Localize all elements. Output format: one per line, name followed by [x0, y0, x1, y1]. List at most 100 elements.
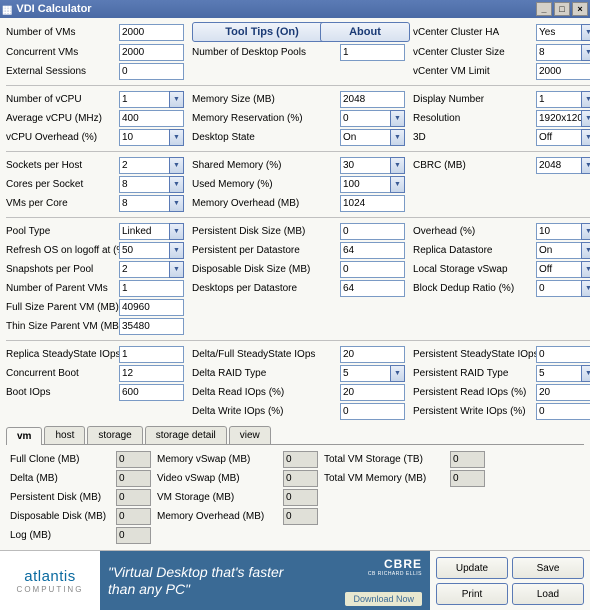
tab-vm[interactable]: vm — [6, 427, 42, 445]
vcpu-oh-label: vCPU Overhead (%) — [6, 132, 111, 143]
close-button[interactable]: × — [572, 2, 588, 16]
thin-parent-label: Thin Size Parent VM (MB) — [6, 321, 111, 332]
conc-boot-input[interactable] — [119, 365, 184, 382]
vcpu-oh-select[interactable] — [119, 129, 184, 146]
cluster-size-select[interactable] — [536, 44, 590, 61]
desktop-state-select[interactable] — [340, 129, 405, 146]
delta-ss-input[interactable] — [340, 346, 405, 363]
save-button[interactable]: Save — [512, 557, 584, 579]
cbrc-select[interactable] — [536, 157, 590, 174]
log-output — [116, 527, 151, 544]
conc-boot-label: Concurrent Boot — [6, 368, 111, 379]
concurrent-vms-label: Concurrent VMs — [6, 47, 111, 58]
r-mem-oh-output — [283, 508, 318, 525]
full-parent-label: Full Size Parent VM (MB) — [6, 302, 111, 313]
boot-iops-label: Boot IOps — [6, 387, 111, 398]
pers-read-input[interactable] — [536, 384, 590, 401]
ad-line1: "Virtual Desktop that's faster — [108, 564, 283, 580]
resolution-select[interactable] — [536, 110, 590, 127]
dedup-select[interactable] — [536, 280, 590, 297]
display-num-select[interactable] — [536, 91, 590, 108]
tab-storage[interactable]: storage — [87, 426, 142, 444]
brand-text: atlantis — [24, 568, 76, 585]
full-clone-label: Full Clone (MB) — [10, 454, 110, 465]
update-button[interactable]: Update — [436, 557, 508, 579]
parent-vms-label: Number of Parent VMs — [6, 283, 111, 294]
atlantis-logo: atlantis COMPUTING — [0, 551, 100, 610]
snapshots-select[interactable] — [119, 261, 184, 278]
pers-disk-input[interactable] — [340, 223, 405, 240]
tooltips-button[interactable]: Tool Tips (On) — [192, 22, 332, 42]
overhead-select[interactable] — [536, 223, 590, 240]
sockets-label: Sockets per Host — [6, 160, 111, 171]
pers-raid-select[interactable] — [536, 365, 590, 382]
ad-banner: "Virtual Desktop that's faster than any … — [100, 551, 430, 610]
delta-label: Delta (MB) — [10, 473, 110, 484]
parent-vms-input[interactable] — [119, 280, 184, 297]
raid-label: Delta RAID Type — [192, 368, 332, 379]
vms-core-select[interactable] — [119, 195, 184, 212]
mem-oh-input[interactable] — [340, 195, 405, 212]
ad-line2: than any PC" — [108, 581, 283, 597]
external-sessions-input[interactable] — [119, 63, 184, 80]
cores-select[interactable] — [119, 176, 184, 193]
replica-ss-label: Replica SteadyState IOps — [6, 349, 111, 360]
mem-size-input[interactable] — [340, 91, 405, 108]
cbrc-label: CBRC (MB) — [413, 160, 528, 171]
pers-write-input[interactable] — [536, 403, 590, 420]
read-iops-label: Delta Read IOps (%) — [192, 387, 332, 398]
desk-ds-input[interactable] — [340, 280, 405, 297]
pers-write-label: Persistent Write IOps (%) — [413, 406, 528, 417]
tab-host[interactable]: host — [44, 426, 85, 444]
download-button[interactable]: Download Now — [345, 592, 422, 606]
boot-iops-input[interactable] — [119, 384, 184, 401]
num-vms-label: Number of VMs — [6, 27, 111, 38]
refresh-select[interactable] — [119, 242, 184, 259]
replica-ds-select[interactable] — [536, 242, 590, 259]
mem-res-select[interactable] — [340, 110, 405, 127]
sockets-select[interactable] — [119, 157, 184, 174]
concurrent-vms-input[interactable] — [119, 44, 184, 61]
thin-parent-input[interactable] — [119, 318, 184, 335]
app-icon: ▦ — [2, 3, 12, 16]
minimize-button[interactable]: _ — [536, 2, 552, 16]
raid-select[interactable] — [340, 365, 405, 382]
avg-vcpu-label: Average vCPU (MHz) — [6, 113, 111, 124]
3d-select[interactable] — [536, 129, 590, 146]
pers-ss-input[interactable] — [536, 346, 590, 363]
dedup-label: Block Dedup Ratio (%) — [413, 283, 528, 294]
shared-mem-select[interactable] — [340, 157, 405, 174]
about-button[interactable]: About — [320, 22, 410, 42]
vcpu-label: Number of vCPU — [6, 94, 111, 105]
vm-limit-input[interactable] — [536, 63, 590, 80]
r-disp-disk-output — [116, 508, 151, 525]
used-mem-select[interactable] — [340, 176, 405, 193]
write-iops-input[interactable] — [340, 403, 405, 420]
pers-ds-input[interactable] — [340, 242, 405, 259]
read-iops-input[interactable] — [340, 384, 405, 401]
pers-ss-label: Persistent SteadyState IOps — [413, 349, 528, 360]
pers-ds-label: Persistent per Datastore — [192, 245, 332, 256]
load-button[interactable]: Load — [512, 583, 584, 605]
cluster-ha-select[interactable] — [536, 24, 590, 41]
cores-label: Cores per Socket — [6, 179, 111, 190]
local-swap-select[interactable] — [536, 261, 590, 278]
num-pools-input[interactable] — [340, 44, 405, 61]
replica-ss-input[interactable] — [119, 346, 184, 363]
cluster-size-label: vCenter Cluster Size — [413, 47, 528, 58]
disp-disk-input[interactable] — [340, 261, 405, 278]
print-button[interactable]: Print — [436, 583, 508, 605]
maximize-button[interactable]: □ — [554, 2, 570, 16]
tab-view[interactable]: view — [229, 426, 271, 444]
r-pers-disk-output — [116, 489, 151, 506]
window-title: VDI Calculator — [16, 3, 91, 15]
tab-storage-detail[interactable]: storage detail — [145, 426, 227, 444]
num-vms-input[interactable] — [119, 24, 184, 41]
r-mem-oh-label: Memory Overhead (MB) — [157, 511, 277, 522]
vcpu-select[interactable] — [119, 91, 184, 108]
avg-vcpu-input[interactable] — [119, 110, 184, 127]
replica-ds-label: Replica Datastore — [413, 245, 528, 256]
full-parent-input[interactable] — [119, 299, 184, 316]
pool-type-select[interactable] — [119, 223, 184, 240]
log-label: Log (MB) — [10, 530, 110, 541]
